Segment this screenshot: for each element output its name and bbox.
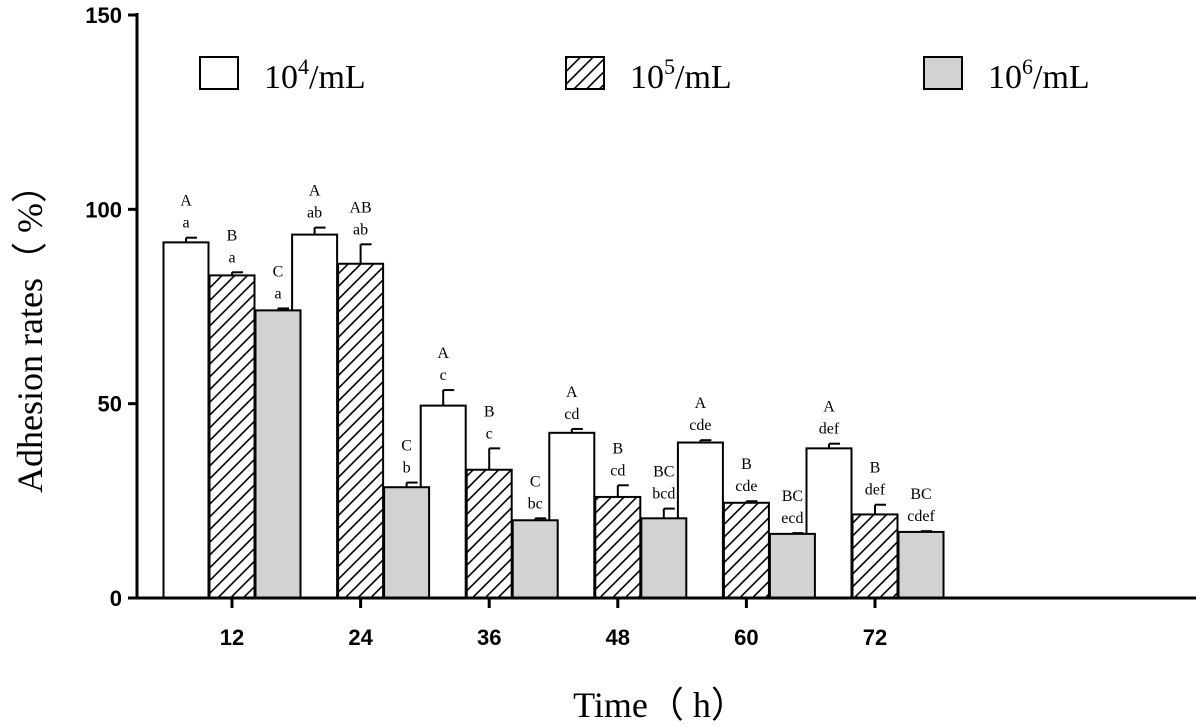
bar-s2-72	[851, 513, 899, 599]
legend-label-s1: 104/mL	[264, 54, 366, 96]
bar-s3-72	[897, 530, 945, 600]
y-tick-label: 150	[85, 3, 122, 28]
annotation-upper: A	[309, 183, 321, 200]
annotation-lower: ab	[353, 221, 368, 238]
bar-s2-48	[594, 495, 642, 599]
legend-swatch-s1	[199, 56, 239, 90]
annotation-lower: ecd	[781, 510, 803, 527]
bar-s3-24	[383, 486, 431, 600]
annotation-upper: A	[695, 395, 707, 412]
bar-s2-12	[208, 274, 256, 599]
annotation-upper: A	[566, 384, 578, 401]
annotation-upper: B	[612, 440, 623, 457]
legend-label-s2: 105/mL	[630, 54, 732, 96]
annotation-lower: def	[865, 482, 886, 499]
annotation-lower: a	[274, 285, 281, 302]
annotation-lower: cd	[610, 462, 625, 479]
annotation-lower: c	[440, 367, 447, 384]
y-tick-label: 50	[98, 392, 122, 417]
y-tick-label: 0	[110, 586, 122, 611]
annotation-lower: cde	[735, 478, 757, 495]
annotation-upper: A	[823, 399, 835, 416]
legend-unit: /mL	[1033, 59, 1090, 96]
legend-swatch-s2	[565, 56, 605, 90]
annotation-upper: BC	[653, 464, 674, 481]
legend-base: 10	[988, 59, 1022, 96]
x-tick-label: 60	[734, 625, 758, 650]
annotation-upper: B	[870, 460, 881, 477]
annotation-lower: ab	[307, 205, 322, 222]
bar-s1-12	[162, 241, 210, 599]
legend-base: 10	[264, 59, 298, 96]
legend-unit: /mL	[675, 59, 732, 96]
x-tick-label: 72	[863, 625, 887, 650]
legend-label-s3: 106/mL	[988, 54, 1090, 96]
annotation-upper: B	[484, 403, 495, 420]
legend-unit: /mL	[309, 59, 366, 96]
annotation-lower: a	[182, 215, 189, 232]
y-tick-label: 100	[85, 197, 122, 222]
annotation-lower: a	[228, 249, 235, 266]
annotation-lower: bcd	[652, 486, 675, 503]
annotation-lower: cde	[689, 417, 711, 434]
annotation-upper: C	[530, 473, 541, 490]
bar-s3-12	[254, 309, 302, 599]
annotation-lower: cdef	[907, 508, 935, 525]
annotation-lower: def	[819, 421, 840, 438]
bar-s3-60	[768, 532, 816, 599]
annotation-upper: C	[401, 438, 412, 455]
annotation-upper: B	[741, 456, 752, 473]
annotation-upper: C	[273, 263, 284, 280]
annotation-upper: BC	[782, 488, 803, 505]
x-tick-label: 12	[220, 625, 244, 650]
annotation-lower: cd	[564, 406, 579, 423]
x-tick-label: 36	[477, 625, 501, 650]
annotation-upper: AB	[349, 199, 371, 216]
legend-base: 10	[630, 59, 664, 96]
annotation-upper: B	[227, 227, 238, 244]
legend: 104/mL 105/mL 106/mL	[199, 54, 1090, 96]
x-axis-title: Time（ h）	[573, 685, 747, 725]
legend-exponent: 5	[664, 54, 675, 79]
y-axis-title: Adhesion rates（ %）	[10, 167, 50, 493]
annotation-lower: c	[486, 425, 493, 442]
legend-swatch-s3	[923, 56, 963, 90]
x-tick-label: 48	[606, 625, 630, 650]
annotation-lower: bc	[528, 495, 543, 512]
legend-exponent: 6	[1022, 54, 1033, 79]
bar-s3-36	[511, 519, 559, 599]
bar-s2-24	[337, 262, 385, 599]
bar-s2-60	[722, 501, 770, 600]
annotation-upper: BC	[910, 486, 931, 503]
bar-s2-36	[465, 468, 513, 599]
annotation-upper: A	[180, 193, 192, 210]
x-tick-label: 24	[348, 625, 373, 650]
annotation-upper: A	[437, 345, 449, 362]
legend-exponent: 4	[298, 54, 309, 79]
bar-s3-48	[640, 517, 688, 599]
annotation-lower: b	[403, 460, 411, 477]
